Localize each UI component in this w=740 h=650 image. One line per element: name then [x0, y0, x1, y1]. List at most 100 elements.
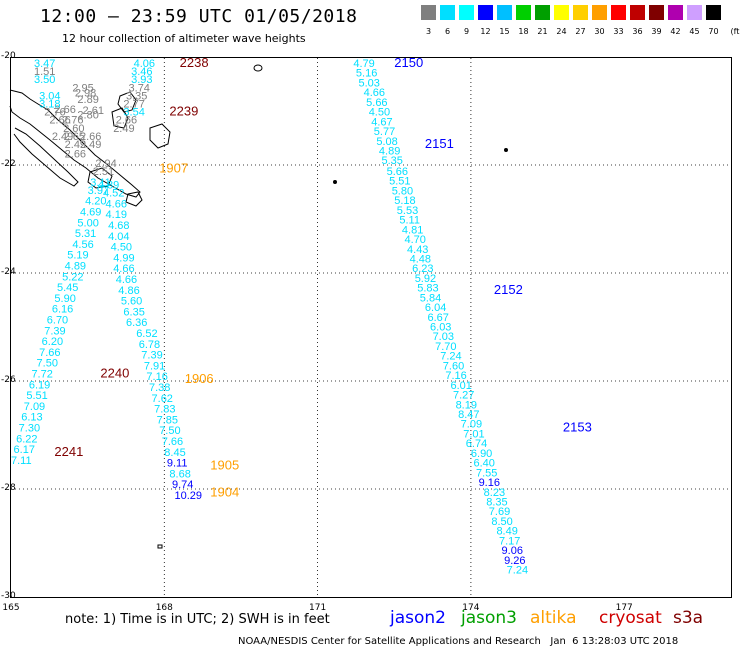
swh-value: 7.01 [463, 428, 484, 440]
swh-value: 5.16 [356, 68, 377, 80]
legend-s3a: s3a [673, 608, 704, 628]
swh-value: 4.66 [113, 263, 134, 275]
scale-label: 27 [575, 27, 586, 36]
swh-value: 7.24 [507, 565, 528, 577]
scale-label: 6 [444, 27, 451, 36]
swh-value: 7.83 [154, 404, 175, 416]
swh-value: 2.65 [64, 131, 85, 143]
swh-value: 2.76 [62, 115, 83, 127]
pass-time-label: 1905 [210, 457, 239, 472]
scale-label: (ft) [730, 27, 740, 36]
swh-value: 3.74 [129, 82, 150, 94]
swh-value: 7.27 [453, 390, 474, 402]
scale-swatch [592, 5, 607, 20]
swh-value: 7.60 [443, 360, 464, 372]
swh-value: 5.51 [389, 176, 410, 188]
footer-credit: NOAA/NESDIS Center for Satellite Applica… [238, 636, 679, 647]
scale-swatch [554, 5, 569, 20]
swh-value: 9.26 [504, 555, 525, 567]
swh-value: 2.66 [65, 149, 86, 161]
swh-value: 6.22 [16, 433, 37, 445]
scale-label: 30 [594, 27, 605, 36]
swh-value: 5.35 [381, 155, 402, 167]
observation-labels: 2.662.952.982.892.612.802.762.602.652.49… [11, 58, 528, 577]
swh-value: 9.74 [172, 479, 193, 491]
swh-value: 6.35 [123, 306, 144, 318]
x-tick-label: 171 [309, 603, 327, 613]
swh-value: 7.38 [149, 382, 170, 394]
swh-value: 4.56 [72, 239, 93, 251]
swh-value: 8.45 [164, 447, 185, 459]
swh-value: 4.19 [106, 209, 127, 221]
scale-swatch [440, 5, 455, 20]
swh-value: 2.49 [65, 139, 86, 151]
swh-value: 6.36 [126, 317, 147, 329]
scale-swatch [535, 5, 550, 20]
scale-swatch [668, 5, 683, 20]
swh-value: 4.89 [65, 261, 86, 273]
y-tick-label: -20 [1, 51, 16, 61]
swh-value: 4.69 [80, 207, 101, 219]
swh-value: 7.85 [157, 414, 178, 426]
pass-time-label: 2152 [494, 282, 523, 297]
swh-value: 6.13 [21, 412, 42, 424]
scale-swatch [421, 5, 436, 20]
scale-swatch [573, 5, 588, 20]
swh-value: 2.49 [113, 123, 134, 135]
swh-value: 2.89 [77, 94, 98, 106]
swh-value: 7.70 [435, 341, 456, 353]
swh-value: 3.46 [131, 66, 152, 78]
swh-value: 7.16 [146, 371, 167, 383]
scale-label: 42 [670, 27, 681, 36]
swh-value: 4.50 [111, 242, 132, 254]
swh-value: 5.60 [121, 296, 142, 308]
swh-value: 4.48 [410, 253, 431, 265]
swh-value: 2.66 [80, 131, 101, 143]
swh-value: 9.16 [479, 477, 500, 489]
map-subtitle: 12 hour collection of altimeter wave hei… [62, 32, 306, 45]
legend-cryosat: cryosat [599, 608, 662, 628]
swh-value: 2.77 [123, 99, 144, 111]
note-text: note: 1) Time is in UTC; 2) SWH is in fe… [65, 612, 330, 627]
swh-value: 6.78 [139, 339, 160, 351]
swh-value: 2.49 [80, 139, 101, 151]
swh-value: 5.11 [399, 215, 420, 227]
swh-value: 8.68 [169, 468, 190, 480]
swh-value: 4.89 [98, 180, 119, 192]
swh-value: 5.31 [75, 228, 96, 240]
swh-value: 7.50 [159, 425, 180, 437]
scale-label: 3 [425, 27, 432, 36]
swh-value: 6.74 [466, 438, 487, 450]
scale-swatch [649, 5, 664, 20]
swh-value: 4.66 [106, 198, 127, 210]
y-tick-label: -22 [1, 159, 16, 169]
scale-label: 33 [613, 27, 624, 36]
swh-value: 2.80 [77, 109, 98, 121]
swh-value: 3.47 [34, 58, 55, 70]
y-tick-label: -30 [1, 591, 16, 601]
swh-value: 7.16 [445, 370, 466, 382]
scale-swatch [687, 5, 702, 20]
swh-value: 3.93 [131, 74, 152, 86]
swh-value: 5.84 [420, 292, 441, 304]
swh-value: 7.39 [141, 350, 162, 362]
swh-value: 5.45 [57, 282, 78, 294]
swh-value: 6.23 [412, 263, 433, 275]
swh-value: 5.19 [67, 250, 88, 262]
swh-value: 3.11 [90, 177, 111, 189]
pass-time-label: 2150 [394, 55, 423, 70]
map-title: 12:00 — 23:59 UTC 01/05/2018 [40, 6, 358, 27]
swh-value: 2.51 [93, 166, 114, 178]
pass-time-label: 2151 [425, 136, 454, 151]
swh-value: 4.06 [134, 58, 155, 70]
swh-value: 7.72 [31, 369, 52, 381]
swh-value: 4.20 [85, 196, 106, 208]
swh-value: 7.11 [11, 455, 32, 467]
swh-value: 3.97 [88, 185, 109, 197]
swh-value: 6.90 [471, 448, 492, 460]
scale-label: 21 [537, 27, 548, 36]
scale-swatch [478, 5, 493, 20]
pass-time-label: 1904 [210, 484, 239, 499]
swh-value: 5.90 [54, 293, 75, 305]
